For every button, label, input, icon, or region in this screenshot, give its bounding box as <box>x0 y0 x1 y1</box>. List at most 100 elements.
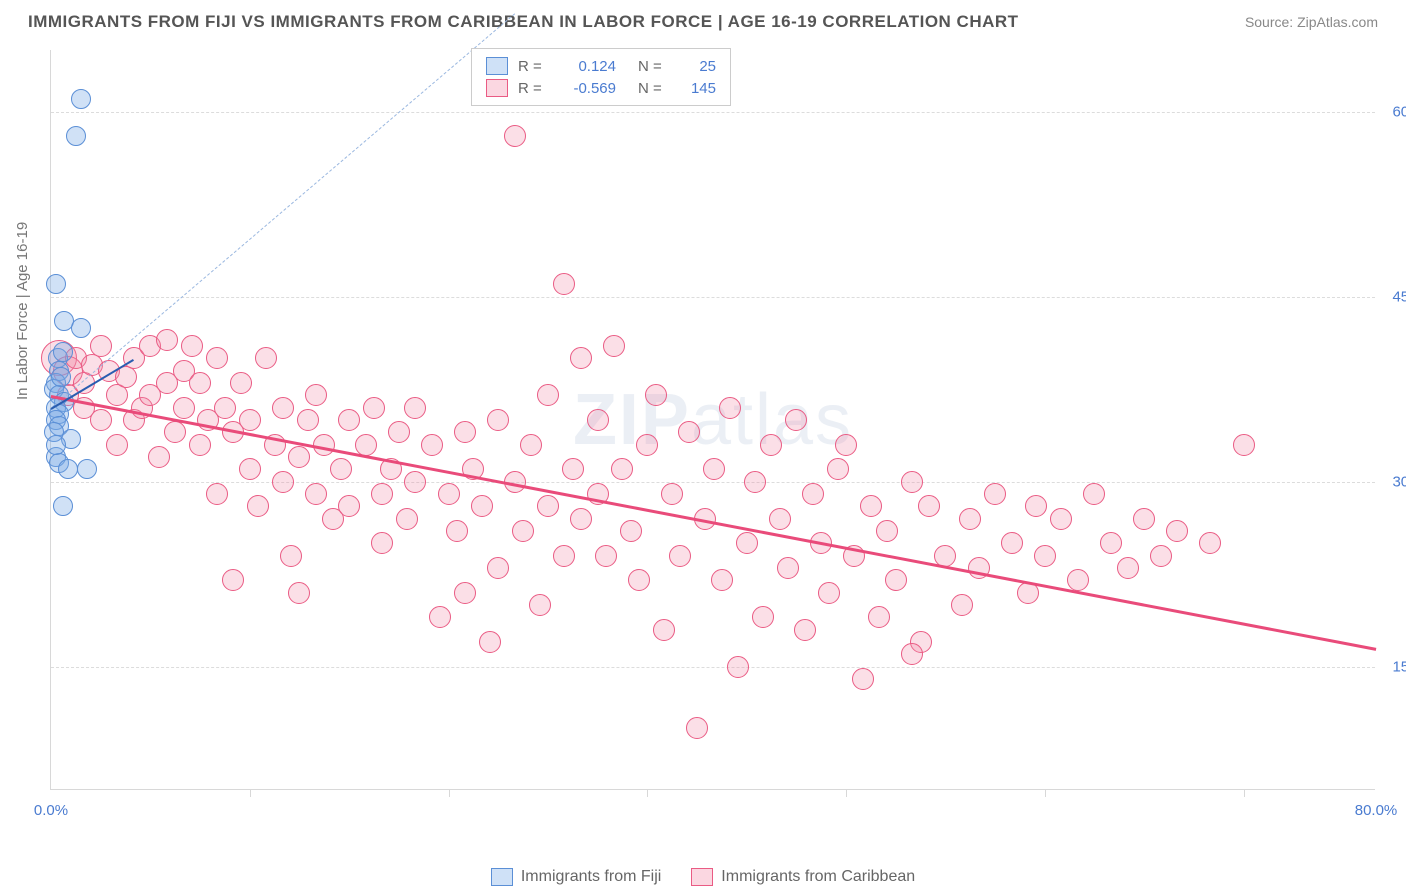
caribbean-marker <box>686 717 708 739</box>
caribbean-marker <box>760 434 782 456</box>
caribbean-marker <box>727 656 749 678</box>
plot-surface: 15.0%30.0%45.0%60.0%0.0%80.0% <box>51 50 1375 789</box>
caribbean-marker <box>860 495 882 517</box>
caribbean-marker <box>280 545 302 567</box>
caribbean-marker <box>471 495 493 517</box>
caribbean-marker <box>1150 545 1172 567</box>
caribbean-marker <box>951 594 973 616</box>
legend-item: Immigrants from Fiji <box>491 868 661 886</box>
legend-label: Immigrants from Caribbean <box>721 868 915 886</box>
caribbean-marker <box>653 619 675 641</box>
gridline-h <box>51 667 1375 668</box>
fiji-marker <box>77 459 97 479</box>
caribbean-marker <box>835 434 857 456</box>
caribbean-marker <box>570 347 592 369</box>
caribbean-marker <box>611 458 633 480</box>
caribbean-marker <box>338 409 360 431</box>
caribbean-marker <box>901 471 923 493</box>
caribbean-marker <box>1083 483 1105 505</box>
gridline-h <box>51 482 1375 483</box>
caribbean-marker <box>446 520 468 542</box>
caribbean-marker <box>636 434 658 456</box>
x-tick-mark <box>1045 789 1046 797</box>
caribbean-marker <box>852 668 874 690</box>
caribbean-marker <box>669 545 691 567</box>
caribbean-marker <box>661 483 683 505</box>
chart-title: IMMIGRANTS FROM FIJI VS IMMIGRANTS FROM … <box>28 12 1019 32</box>
caribbean-marker <box>645 384 667 406</box>
caribbean-marker <box>305 483 327 505</box>
caribbean-marker <box>553 545 575 567</box>
caribbean-marker <box>454 582 476 604</box>
chart-area: ZIPatlas 15.0%30.0%45.0%60.0%0.0%80.0% R… <box>50 50 1375 790</box>
caribbean-marker <box>288 446 310 468</box>
caribbean-marker <box>487 409 509 431</box>
caribbean-marker <box>1050 508 1072 530</box>
fiji-marker <box>66 126 86 146</box>
legend-swatch <box>486 79 508 97</box>
legend-n-value: 25 <box>676 58 716 75</box>
caribbean-marker <box>371 483 393 505</box>
caribbean-marker <box>520 434 542 456</box>
caribbean-marker <box>587 409 609 431</box>
legend-label: Immigrants from Fiji <box>521 868 661 886</box>
gridline-h <box>51 297 1375 298</box>
caribbean-marker <box>106 434 128 456</box>
caribbean-marker <box>429 606 451 628</box>
legend-r-value: -0.569 <box>556 80 616 97</box>
legend-n-label: N = <box>638 58 666 75</box>
caribbean-marker <box>454 421 476 443</box>
fiji-marker <box>46 274 66 294</box>
caribbean-marker <box>363 397 385 419</box>
caribbean-marker <box>628 569 650 591</box>
caribbean-marker <box>595 545 617 567</box>
caribbean-marker <box>570 508 592 530</box>
x-tick-mark <box>647 789 648 797</box>
caribbean-marker <box>90 335 112 357</box>
x-tick-mark <box>449 789 450 797</box>
fiji-marker <box>46 435 66 455</box>
caribbean-marker <box>206 483 228 505</box>
caribbean-marker <box>769 508 791 530</box>
caribbean-marker <box>239 458 261 480</box>
x-tick-mark <box>1244 789 1245 797</box>
fiji-marker <box>71 89 91 109</box>
caribbean-marker <box>504 125 526 147</box>
caribbean-marker <box>148 446 170 468</box>
caribbean-marker <box>1233 434 1255 456</box>
caribbean-marker <box>512 520 534 542</box>
caribbean-marker <box>785 409 807 431</box>
caribbean-marker <box>537 495 559 517</box>
caribbean-marker <box>421 434 443 456</box>
caribbean-marker <box>272 471 294 493</box>
caribbean-marker <box>1100 532 1122 554</box>
legend-swatch <box>491 868 513 886</box>
caribbean-marker <box>562 458 584 480</box>
legend-r-label: R = <box>518 80 546 97</box>
caribbean-marker <box>239 409 261 431</box>
caribbean-marker <box>404 471 426 493</box>
caribbean-marker <box>736 532 758 554</box>
caribbean-marker <box>164 421 186 443</box>
caribbean-marker <box>189 434 211 456</box>
caribbean-marker <box>959 508 981 530</box>
legend-correlation: R =0.124N =25R =-0.569N =145 <box>471 48 731 106</box>
caribbean-marker <box>678 421 700 443</box>
caribbean-marker <box>1117 557 1139 579</box>
caribbean-marker <box>189 372 211 394</box>
legend-swatch <box>691 868 713 886</box>
caribbean-marker <box>752 606 774 628</box>
caribbean-marker <box>479 631 501 653</box>
fiji-marker <box>58 459 78 479</box>
x-tick-label: 80.0% <box>1355 802 1398 819</box>
caribbean-marker <box>371 532 393 554</box>
caribbean-marker <box>206 347 228 369</box>
caribbean-marker <box>529 594 551 616</box>
legend-row: R =-0.569N =145 <box>486 77 716 99</box>
legend-n-label: N = <box>638 80 666 97</box>
legend-row: R =0.124N =25 <box>486 55 716 77</box>
caribbean-marker <box>1166 520 1188 542</box>
caribbean-marker <box>537 384 559 406</box>
x-tick-mark <box>250 789 251 797</box>
caribbean-marker <box>247 495 269 517</box>
